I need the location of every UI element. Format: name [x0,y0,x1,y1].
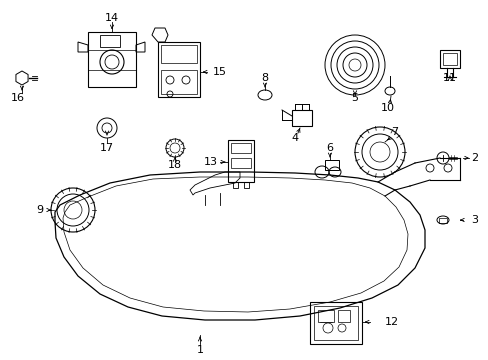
Text: 13: 13 [203,157,218,167]
Text: 16: 16 [11,93,25,103]
Text: 8: 8 [261,73,268,83]
Bar [227,140,253,182]
Text: 12: 12 [384,317,398,327]
Bar [161,70,197,94]
Bar [161,45,197,63]
Text: 1: 1 [196,345,203,355]
Text: 9: 9 [37,205,43,215]
Bar [230,143,250,153]
Text: 18: 18 [167,160,182,170]
Text: 7: 7 [390,127,398,137]
Text: 2: 2 [470,153,478,163]
Text: 11: 11 [442,73,456,83]
Text: 3: 3 [470,215,478,225]
Bar [317,310,333,322]
Bar [158,42,200,97]
Bar [291,110,311,126]
Bar [313,306,357,340]
Bar [100,35,120,47]
Bar [442,53,456,65]
Bar [325,160,338,170]
Bar [88,32,136,87]
Text: 4: 4 [291,133,298,143]
Bar [439,50,459,68]
Text: 17: 17 [100,143,114,153]
Bar [309,302,361,344]
Text: 15: 15 [213,67,226,77]
Text: 14: 14 [105,13,119,23]
Text: 10: 10 [380,103,394,113]
Bar [337,310,349,322]
Bar [438,218,446,223]
Text: 5: 5 [351,93,358,103]
Text: 6: 6 [326,143,333,153]
Bar [230,158,250,168]
